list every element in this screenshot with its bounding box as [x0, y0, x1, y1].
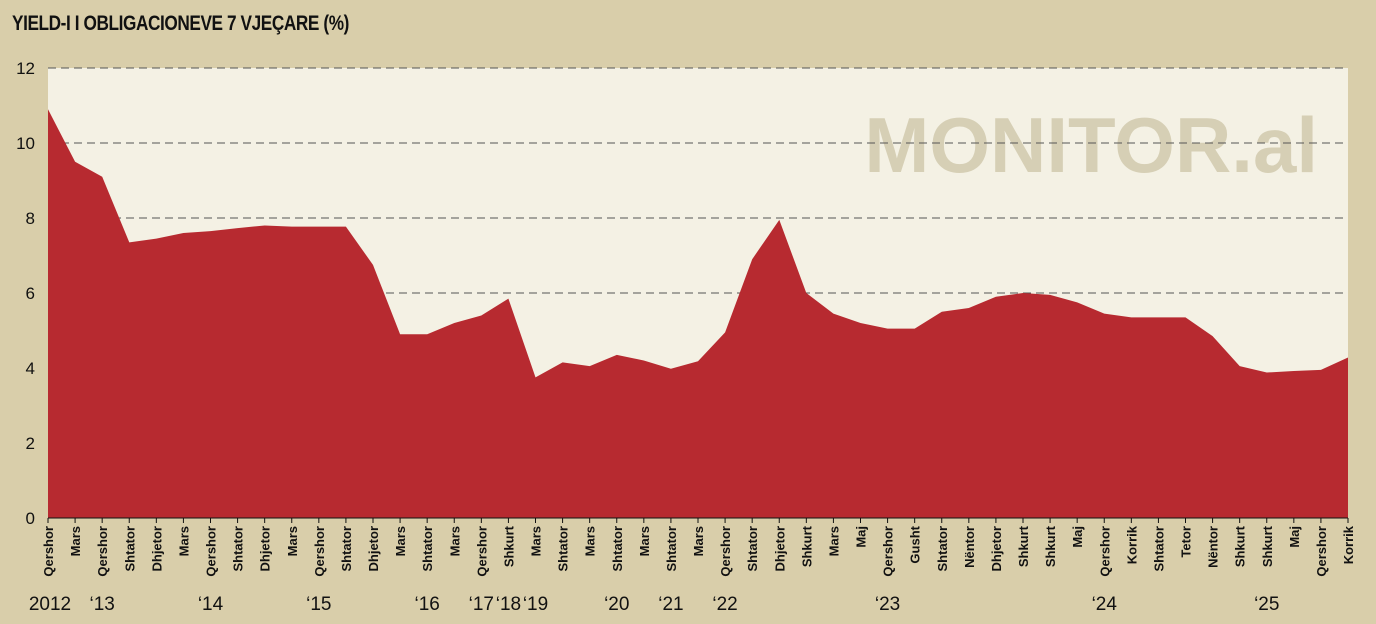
x-category-label: Mars: [529, 526, 544, 556]
x-category-label: Mars: [691, 526, 706, 556]
x-category-label: Shtator: [231, 526, 246, 572]
x-category-label: Maj: [1070, 526, 1085, 548]
x-category-label: Shtator: [556, 526, 571, 572]
x-category-label: Qershor: [474, 526, 489, 577]
x-category-label: Shtator: [664, 526, 679, 572]
x-category-label: Mars: [176, 526, 191, 556]
x-category-label: Qershor: [718, 526, 733, 577]
y-tick-label: 0: [26, 509, 35, 528]
x-category-label: Shtator: [935, 526, 950, 572]
x-category-label: Shtator: [339, 526, 354, 572]
x-category-label: Nëntor: [1206, 526, 1221, 568]
x-category-label: Mars: [285, 526, 300, 556]
year-label: ‘20: [604, 594, 629, 615]
x-category-label: Shkurt: [501, 525, 516, 567]
x-category-label: Shtator: [610, 526, 625, 572]
y-axis-ticks: 0 2 4 6 8 10 12: [16, 59, 35, 528]
x-category-label: Mars: [583, 526, 598, 556]
x-category-label: Qershor: [1314, 526, 1329, 577]
y-tick-label: 6: [26, 284, 35, 303]
y-tick-label: 4: [26, 359, 35, 378]
y-tick-label: 12: [16, 59, 35, 78]
year-label: ‘13: [89, 594, 114, 615]
x-category-label: Qershor: [204, 526, 219, 577]
x-category-label: Qershor: [41, 526, 56, 577]
year-label: ‘21: [658, 594, 683, 615]
x-category-label: Qershor: [881, 526, 896, 577]
x-category-label: Qershor: [95, 526, 110, 577]
year-label: ‘18: [496, 594, 521, 615]
x-category-label: Dhjetor: [989, 526, 1004, 572]
x-category-label: Mars: [393, 526, 408, 556]
x-category-label: Mars: [826, 526, 841, 556]
x-category-label: Mars: [447, 526, 462, 556]
x-category-label: Shkurt: [799, 525, 814, 567]
x-category-label: Maj: [1287, 526, 1302, 548]
y-tick-label: 8: [26, 209, 35, 228]
watermark: MONITOR.al: [864, 101, 1318, 189]
year-label: ‘22: [712, 594, 737, 615]
x-category-label: Shkurt: [1043, 525, 1058, 567]
year-label: ‘19: [523, 594, 548, 615]
x-axis-categories: Qershor Mars Qershor Shtator Dhjetor Mars Qers…: [41, 518, 1356, 577]
y-tick-label: 2: [26, 434, 35, 453]
x-category-label: Nëntor: [962, 526, 977, 568]
x-category-label: Tetor: [1179, 526, 1194, 558]
y-tick-label: 10: [16, 134, 35, 153]
x-category-label: Dhjetor: [366, 526, 381, 572]
x-category-label: Shkurt: [1260, 525, 1275, 567]
x-category-label: Mars: [637, 526, 652, 556]
yield-area: [48, 109, 1348, 519]
x-category-label: Dhjetor: [772, 526, 787, 572]
year-label: ‘24: [1092, 594, 1118, 615]
x-category-label: Shtator: [1151, 526, 1166, 572]
grid-lines: [48, 67, 1348, 294]
x-category-label: Shtator: [420, 526, 435, 572]
x-category-label: Mars: [68, 526, 83, 556]
x-category-label: Dhjetor: [258, 526, 273, 572]
year-label: ‘15: [306, 594, 331, 615]
chart-title: YIELD-I I OBLIGACIONEVE 7 VJEÇARE (%): [12, 12, 349, 35]
x-category-label: Shkurt: [1016, 525, 1031, 567]
x-category-label: Gusht: [908, 525, 923, 563]
x-category-label: Dhjetor: [149, 526, 164, 572]
x-category-label: Shtator: [745, 526, 760, 572]
year-label: ‘14: [198, 594, 224, 615]
x-category-label: Shkurt: [1233, 525, 1248, 567]
x-category-label: Korrik: [1124, 525, 1139, 564]
year-label: ‘25: [1254, 594, 1279, 615]
x-category-label: Qershor: [312, 526, 327, 577]
year-label: ‘23: [875, 594, 900, 615]
x-category-label: Qershor: [1097, 526, 1112, 577]
year-label: ‘16: [414, 594, 439, 615]
x-category-label: Korrik: [1341, 525, 1356, 564]
year-label: ‘17: [469, 594, 494, 615]
x-axis-years: 2012 ‘13 ‘14 ‘15 ‘16 ‘17 ‘18 ‘19 ‘20 ‘21 ‘22 ‘23 ‘24…: [29, 594, 1280, 615]
x-category-label: Shtator: [122, 526, 137, 572]
year-label: 2012: [29, 594, 71, 615]
x-category-label: Maj: [854, 526, 869, 548]
